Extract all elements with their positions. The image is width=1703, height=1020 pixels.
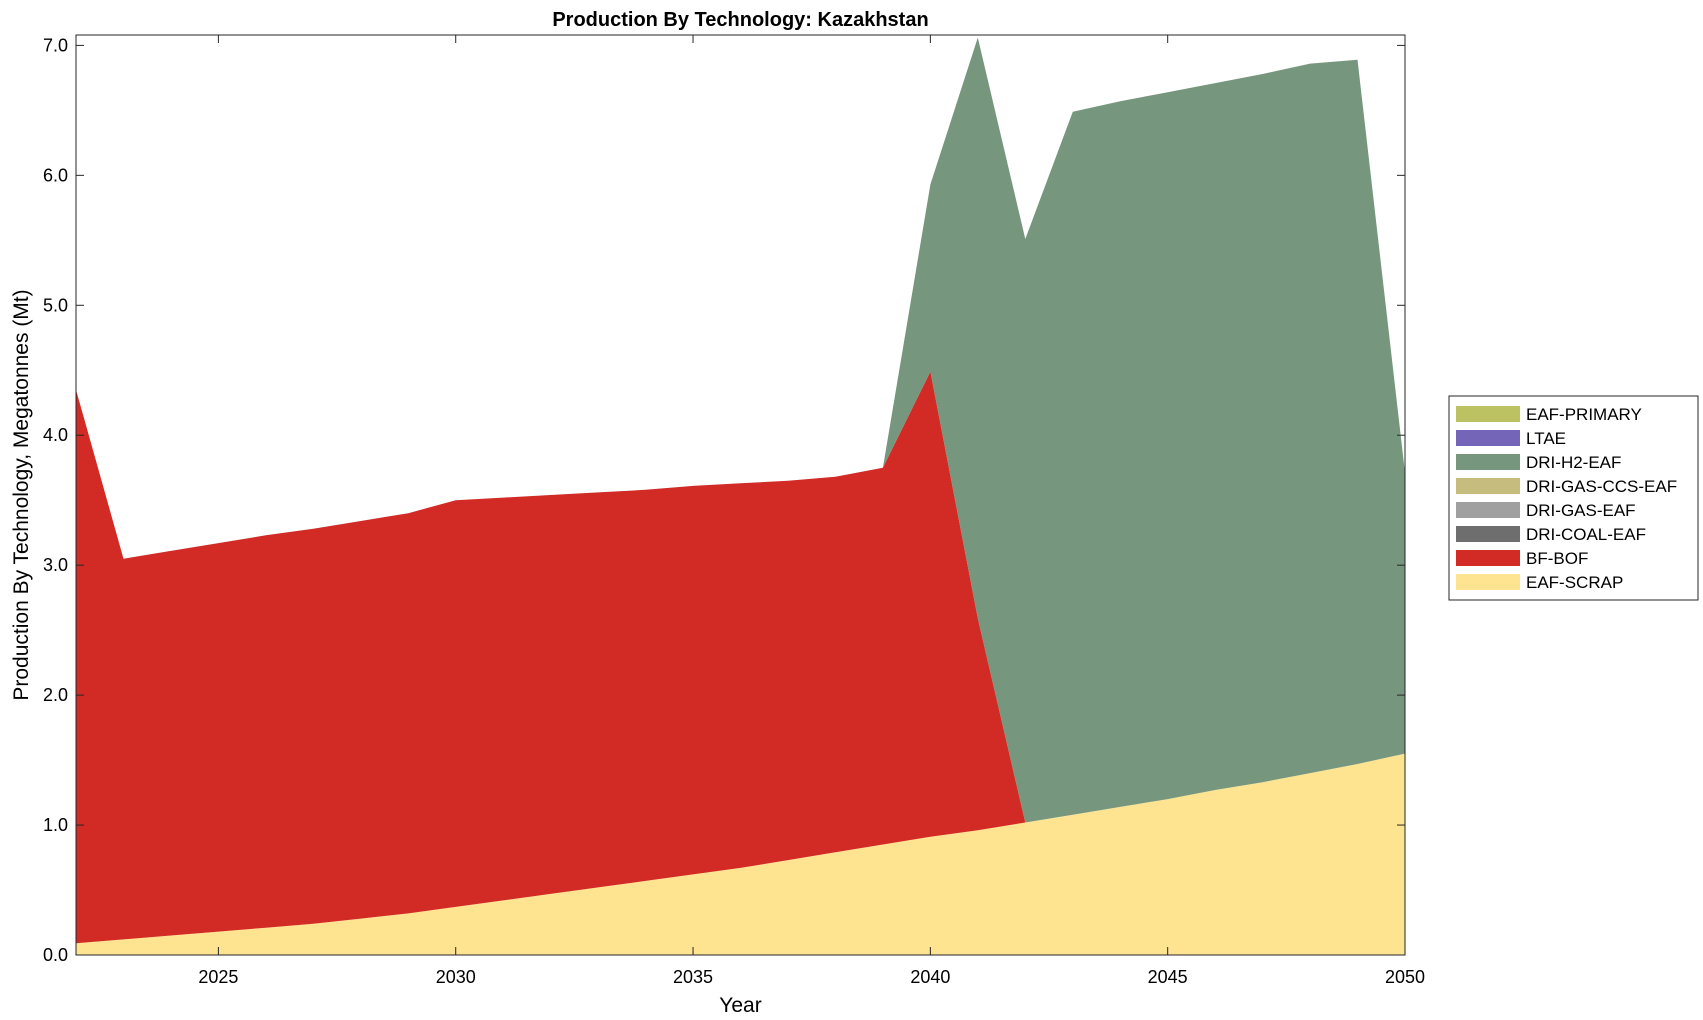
y-tick-label: 2.0 [43,685,68,705]
x-tick-label: 2025 [198,967,238,987]
legend-swatch-eaf-scrap [1456,574,1520,590]
legend-label-eaf-primary: EAF-PRIMARY [1526,405,1642,424]
legend-box [1448,395,1699,601]
legend-label-dri-gas-eaf: DRI-GAS-EAF [1526,501,1636,520]
area-bf-bof [76,371,1405,944]
legend: EAF-PRIMARY LTAE DRI-H2-EAF DRI-GAS-CCS-EAF… [1448,395,1699,601]
y-tick-label: 6.0 [43,165,68,185]
legend-label-dri-gas-ccs-eaf: DRI-GAS-CCS-EAF [1526,477,1677,496]
area-dri-h2-eaf [76,37,1405,823]
plot-frame [75,34,1406,956]
y-tick-label: 0.0 [43,945,68,965]
y-axis: 0.0 1.0 2.0 3.0 4.0 5.0 6.0 7.0 [43,35,1405,965]
x-tick-label: 2050 [1385,967,1425,987]
y-tick-label: 1.0 [43,815,68,835]
legend-swatch-dri-gas-eaf [1456,502,1520,518]
x-axis-label: Year [719,994,761,1017]
x-tick-label: 2035 [673,967,713,987]
x-tick-label: 2030 [436,967,476,987]
legend-swatch-bf-bof [1456,550,1520,566]
y-tick-label: 4.0 [43,425,68,445]
y-tick-label: 5.0 [43,295,68,315]
x-tick-label: 2040 [910,967,950,987]
legend-label-dri-coal-eaf: DRI-COAL-EAF [1526,525,1646,544]
area-eaf-scrap [76,753,1405,955]
legend-swatch-dri-coal-eaf [1456,526,1520,542]
x-tick-label: 2045 [1148,967,1188,987]
legend-label-ltae: LTAE [1526,429,1566,448]
y-axis-label: Production By Technology, Megatonnes (Mt… [10,289,33,700]
legend-swatch-dri-h2-eaf [1456,454,1520,470]
y-tick-label: 7.0 [43,35,68,55]
chart-title: Production By Technology: Kazakhstan [552,9,928,31]
area-layer [76,37,1405,955]
legend-swatch-ltae [1456,430,1520,446]
y-tick-label: 3.0 [43,555,68,575]
legend-swatch-eaf-primary [1456,406,1520,422]
legend-label-eaf-scrap: EAF-SCRAP [1526,573,1623,592]
legend-label-dri-h2-eaf: DRI-H2-EAF [1526,453,1621,472]
legend-label-bf-bof: BF-BOF [1526,549,1588,568]
x-axis: 2025 2030 2035 2040 2045 2050 [198,35,1425,987]
legend-swatch-dri-gas-ccs-eaf [1456,478,1520,494]
